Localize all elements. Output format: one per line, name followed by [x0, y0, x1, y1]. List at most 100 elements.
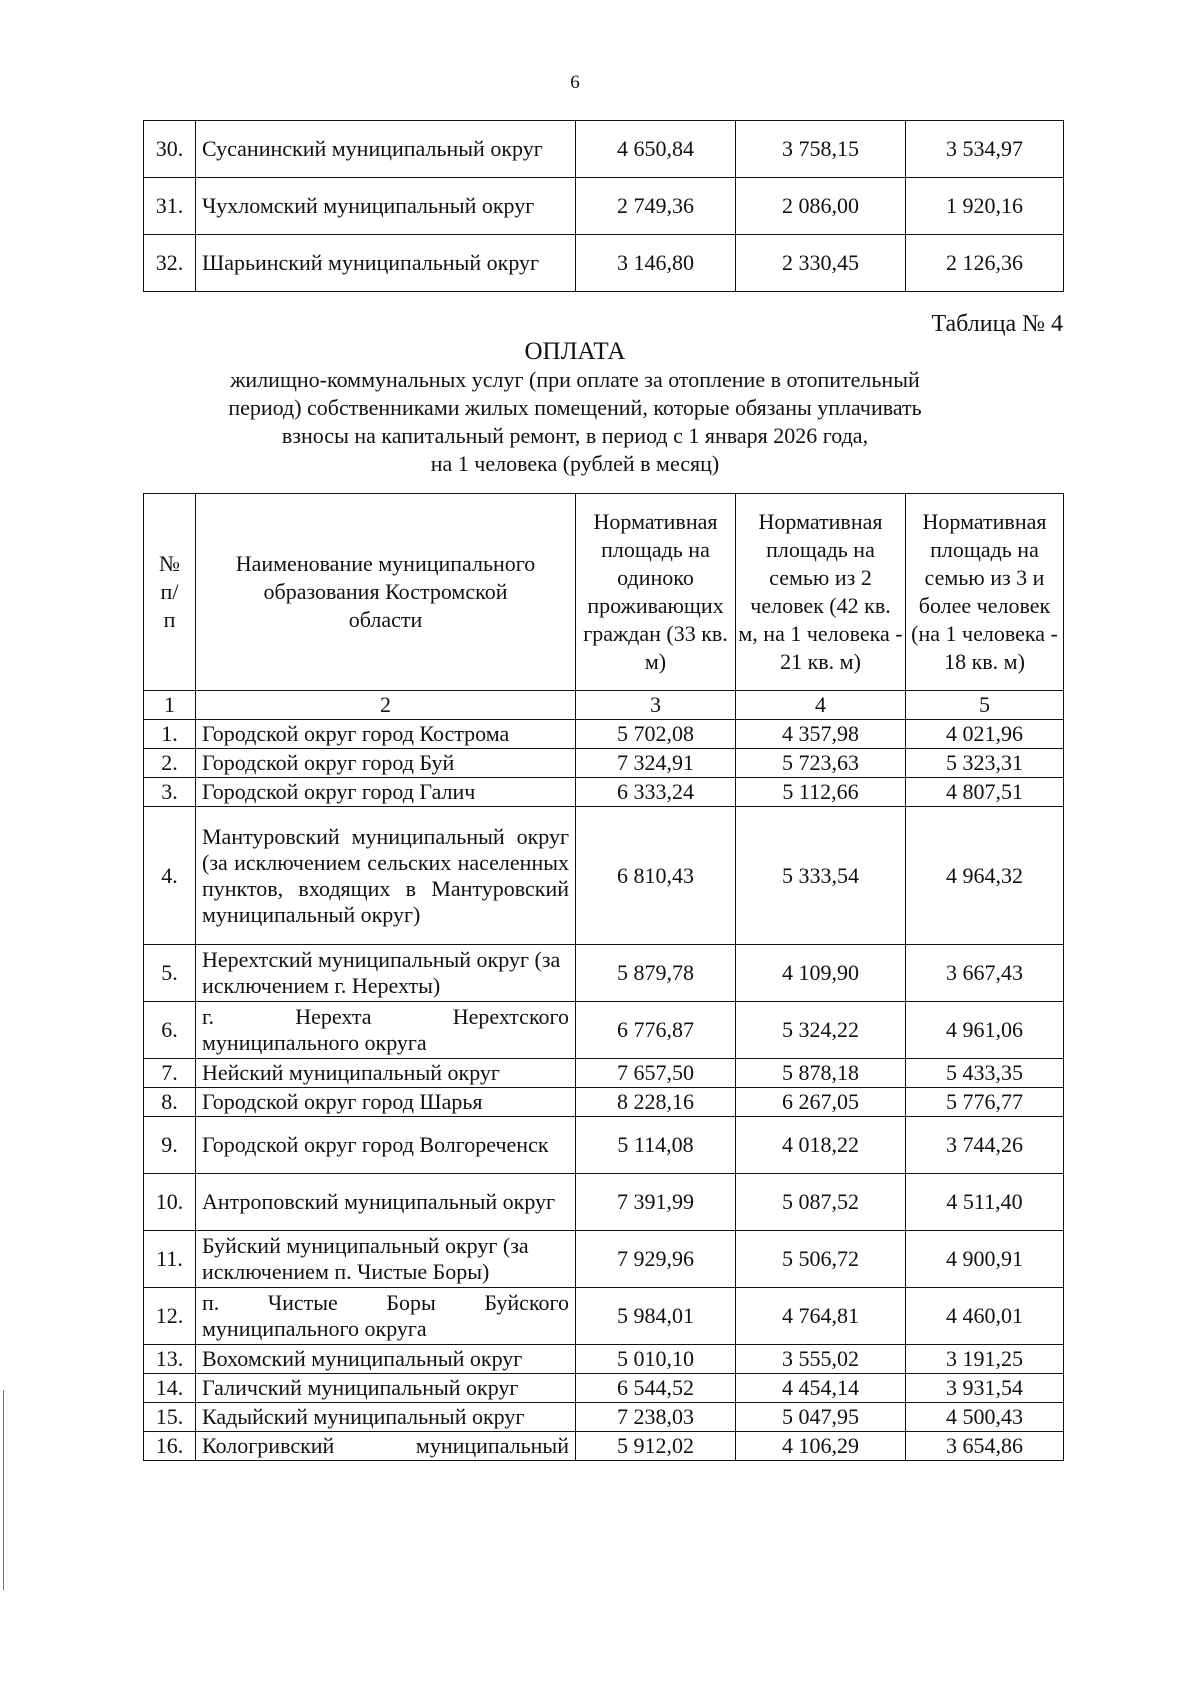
value-two-persons: 2 330,45: [735, 234, 906, 292]
value-two-persons: 4 357,98: [735, 719, 906, 749]
value-two-persons: 4 764,81: [735, 1287, 906, 1345]
row-number: 10.: [143, 1173, 196, 1231]
value-three-persons: 3 191,25: [905, 1344, 1064, 1374]
row-number: 6.: [143, 1001, 196, 1059]
district-name: Галичский муниципальный округ: [195, 1373, 576, 1403]
value-two-persons: 5 878,18: [735, 1058, 906, 1088]
table-row: 9. Городской округ город Волгореченск 5 11…: [143, 1116, 1064, 1174]
subtitle-line: на 1 человека (рублей в месяц): [430, 451, 720, 476]
table-row: 13. Вохомский муниципальный округ 5 010,10…: [143, 1344, 1064, 1374]
district-name: Вохомский муниципальный округ: [195, 1344, 576, 1374]
table-title: ОПЛАТА: [524, 338, 626, 365]
value-three-persons: 4 961,06: [905, 1001, 1064, 1059]
district-name: Сусанинский муниципальный округ: [195, 120, 576, 178]
value-single: 7 391,99: [575, 1173, 736, 1231]
district-name: Кологривский муниципальный: [195, 1431, 576, 1461]
row-number: 8.: [143, 1087, 196, 1117]
table-row: 30. Сусанинский муниципальный округ 4 650,…: [143, 120, 1064, 178]
row-number: 11.: [143, 1230, 196, 1288]
value-three-persons: 3 667,43: [905, 944, 1064, 1002]
district-name: Кадыйский муниципальный округ: [195, 1402, 576, 1432]
column-number: 5: [905, 690, 1064, 720]
value-single: 2 749,36: [575, 177, 736, 235]
table-row: 32. Шарьинский муниципальный округ 3 146,8…: [143, 234, 1064, 292]
value-single: 3 146,80: [575, 234, 736, 292]
header-three-persons: Нормативная площадь на семью из 3 и боле…: [905, 493, 1064, 691]
value-two-persons: 5 333,54: [735, 806, 906, 945]
value-single: 5 912,02: [575, 1431, 736, 1461]
row-number: 9.: [143, 1116, 196, 1174]
value-three-persons: 4 900,91: [905, 1230, 1064, 1288]
row-number: 13.: [143, 1344, 196, 1374]
value-two-persons: 5 506,72: [735, 1230, 906, 1288]
value-single: 8 228,16: [575, 1087, 736, 1117]
table-row: 2. Городской округ город Буй 7 324,91 5 723…: [143, 748, 1064, 778]
value-two-persons: 5 324,22: [735, 1001, 906, 1059]
district-name: г. Нерехта Нерехтского муниципального ок…: [195, 1001, 576, 1059]
value-two-persons: 4 018,22: [735, 1116, 906, 1174]
row-number: 16.: [143, 1431, 196, 1461]
row-number: 15.: [143, 1402, 196, 1432]
value-two-persons: 2 086,00: [735, 177, 906, 235]
row-number: 32.: [143, 234, 196, 292]
table-4: № п/ п Наименование муниципального образ…: [143, 493, 1064, 1461]
table-label: Таблица № 4: [931, 311, 1063, 337]
row-number: 12.: [143, 1287, 196, 1345]
district-name: п. Чистые Боры Буйского муниципального о…: [195, 1287, 576, 1345]
value-two-persons: 6 267,05: [735, 1087, 906, 1117]
value-two-persons: 4 454,14: [735, 1373, 906, 1403]
value-single: 7 657,50: [575, 1058, 736, 1088]
column-number-row: 1 2 3 4 5: [143, 690, 1064, 720]
district-name: Городской округ город Кострома: [195, 719, 576, 749]
table-row: 7. Нейский муниципальный округ 7 657,50 5 8…: [143, 1058, 1064, 1088]
value-single: 5 010,10: [575, 1344, 736, 1374]
value-three-persons: 5 323,31: [905, 748, 1064, 778]
value-single: 7 324,91: [575, 748, 736, 778]
value-single: 7 929,96: [575, 1230, 736, 1288]
district-name: Буйский муниципальный округ (за исключен…: [195, 1230, 576, 1288]
column-number: 1: [143, 690, 196, 720]
table-caption: ОПЛАТА жилищно-коммунальных услуг (при о…: [150, 338, 1000, 478]
value-two-persons: 4 109,90: [735, 944, 906, 1002]
value-two-persons: 4 106,29: [735, 1431, 906, 1461]
row-number: 31.: [143, 177, 196, 235]
row-number: 30.: [143, 120, 196, 178]
table-row: 14. Галичский муниципальный округ 6 544,52…: [143, 1373, 1064, 1403]
value-three-persons: 4 021,96: [905, 719, 1064, 749]
row-number: 5.: [143, 944, 196, 1002]
row-number: 14.: [143, 1373, 196, 1403]
table-row: 11. Буйский муниципальный округ (за исклю…: [143, 1230, 1064, 1288]
table-row: 16. Кологривский муниципальный 5 912,02 4 1…: [143, 1431, 1064, 1461]
column-number: 2: [195, 690, 576, 720]
district-name: Чухломский муниципальный округ: [195, 177, 576, 235]
value-two-persons: 5 723,63: [735, 748, 906, 778]
value-three-persons: 5 776,77: [905, 1087, 1064, 1117]
table-row: 6. г. Нерехта Нерехтского муниципального …: [143, 1001, 1064, 1059]
value-single: 5 879,78: [575, 944, 736, 1002]
table-row: 15. Кадыйский муниципальный округ 7 238,03…: [143, 1402, 1064, 1432]
value-three-persons: 3 744,26: [905, 1116, 1064, 1174]
header-two-persons: Нормативная площадь на семью из 2 челове…: [735, 493, 906, 691]
value-three-persons: 4 964,32: [905, 806, 1064, 945]
row-number: 4.: [143, 806, 196, 945]
header-single: Нормативная площадь на одиноко проживающ…: [575, 493, 736, 691]
row-number: 3.: [143, 777, 196, 807]
value-three-persons: 1 920,16: [905, 177, 1064, 235]
subtitle-line: период) собственниками жилых помещений, …: [228, 395, 922, 420]
district-name: Городской округ город Галич: [195, 777, 576, 807]
subtitle-line: взносы на капитальный ремонт, в период с…: [281, 423, 869, 448]
district-name: Городской округ город Шарья: [195, 1087, 576, 1117]
header-row: № п/ п Наименование муниципального образ…: [143, 493, 1064, 691]
value-three-persons: 4 511,40: [905, 1173, 1064, 1231]
row-number: 2.: [143, 748, 196, 778]
district-name: Нерехтский муниципальный округ (за исклю…: [195, 944, 576, 1002]
value-three-persons: 4 807,51: [905, 777, 1064, 807]
value-three-persons: 4 500,43: [905, 1402, 1064, 1432]
scan-edge-line: [3, 1390, 4, 1590]
value-two-persons: 5 112,66: [735, 777, 906, 807]
row-number: 1.: [143, 719, 196, 749]
value-two-persons: 5 087,52: [735, 1173, 906, 1231]
value-three-persons: 3 534,97: [905, 120, 1064, 178]
value-single: 4 650,84: [575, 120, 736, 178]
value-single: 5 702,08: [575, 719, 736, 749]
